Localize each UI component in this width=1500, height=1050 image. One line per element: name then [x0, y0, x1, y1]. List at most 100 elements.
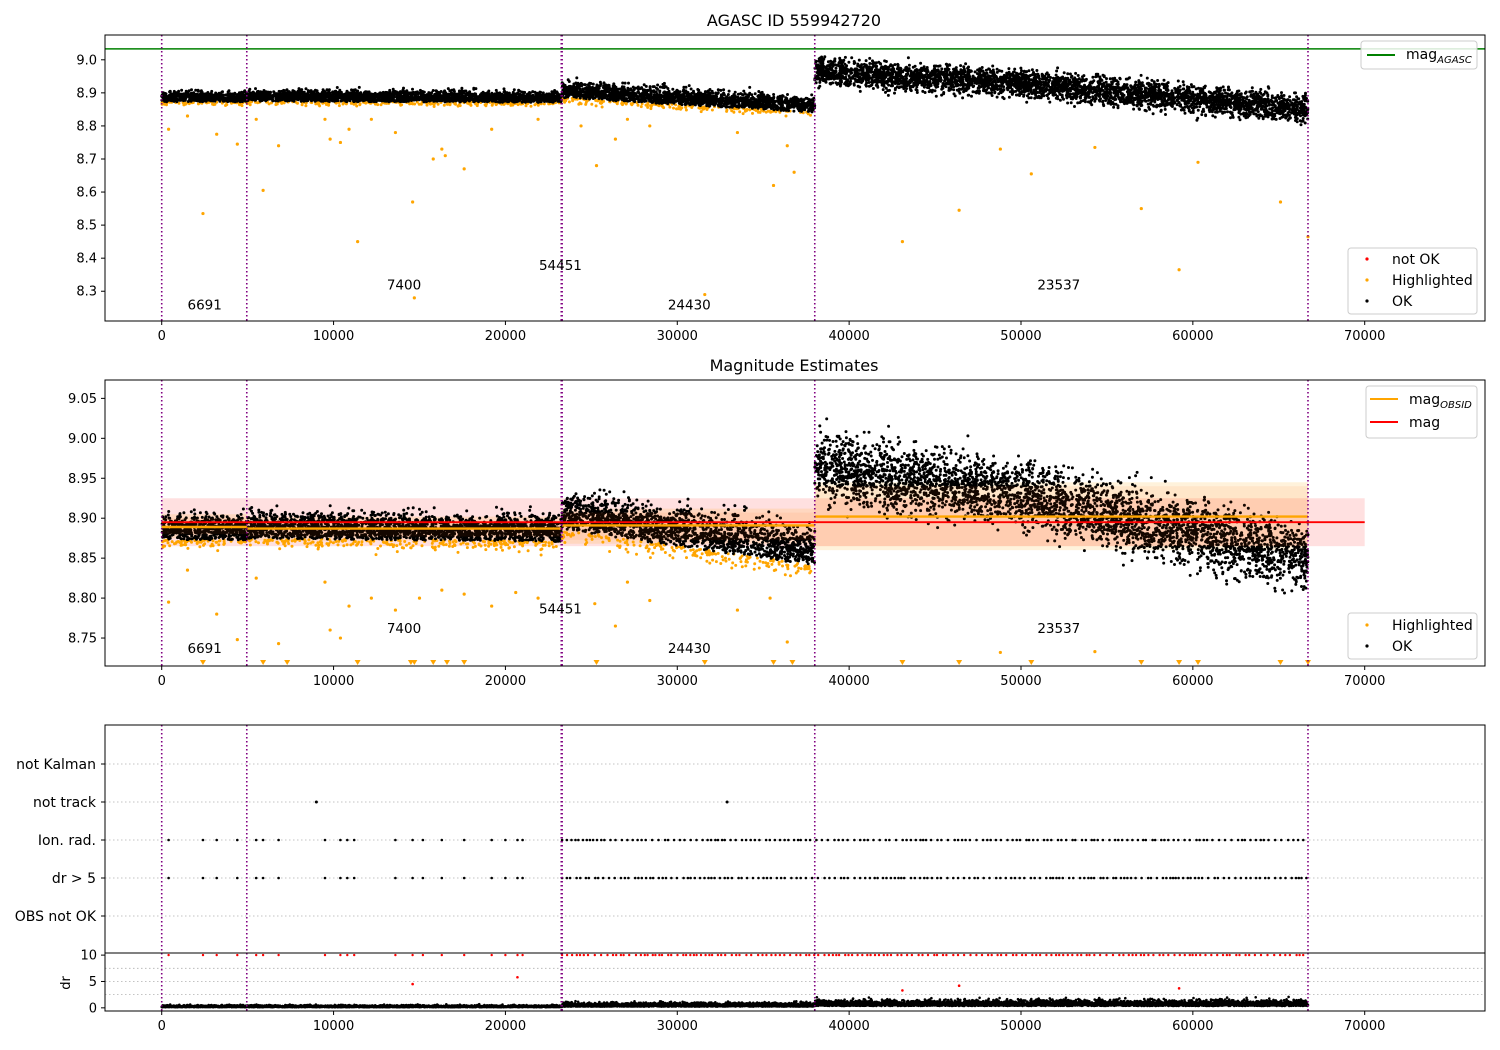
highlighted-outlier-point: [235, 638, 239, 642]
observation-count-label: 54451: [539, 258, 582, 274]
highlighted-outlier-point: [323, 117, 327, 121]
y-tick-label: 8.8: [76, 119, 97, 134]
highlighted-outlier-point: [356, 240, 360, 244]
highlighted-outlier-point: [338, 140, 343, 145]
highlighted-outlier-point: [254, 117, 258, 121]
y-tick-label: 8.9: [76, 86, 97, 101]
y-tick-label: 0: [89, 1001, 97, 1016]
highlighted-outlier-point: [185, 568, 190, 572]
x-tick-label: 30000: [657, 1019, 698, 1034]
highlighted-outlier-point: [411, 200, 415, 204]
category-label: Ion. rad.: [38, 833, 96, 849]
observation-count-label: 54451: [539, 601, 582, 617]
y-tick-label: 8.95: [68, 472, 97, 487]
y-tick-label: 9.0: [76, 53, 97, 68]
highlighted-outlier-point: [490, 127, 494, 131]
x-tick-label: 20000: [485, 329, 526, 344]
panel2-axes: 0 10000 20000 30000 40000 50000 60000 70000 8.75…: [68, 392, 1385, 689]
y-tick-label: 8.85: [68, 552, 97, 567]
x-tick-label: 0: [158, 674, 166, 689]
panel1-axes: 0 10000 20000 30000 40000 50000 60000 70000 8.3 8…: [76, 53, 1385, 344]
legend-ok-label: OK: [1392, 294, 1413, 310]
x-tick-label: 40000: [828, 329, 869, 344]
y-tick-label: 8.7: [76, 152, 97, 167]
legend-mag-label: mag: [1409, 415, 1440, 431]
highlighted-outlier-point: [201, 211, 205, 216]
x-tick-label: 60000: [1172, 1019, 1213, 1034]
highlighted-outlier-point: [215, 132, 219, 136]
x-tick-label: 0: [158, 329, 166, 344]
panel4-frame: [104, 952, 1486, 1012]
panel2-frame: [104, 379, 1486, 667]
dr-outlier-point: [411, 982, 414, 986]
highlighted-outlier-point: [338, 636, 343, 640]
x-tick-label: 20000: [485, 1019, 526, 1034]
legend-not-ok-label: not OK: [1392, 252, 1440, 268]
highlighted-outlier-point: [1093, 650, 1097, 654]
highlighted-outlier-point: [276, 144, 281, 148]
clipped-outlier-marker: [443, 660, 450, 665]
legend-highlighted-marker: [1365, 623, 1369, 627]
highlighted-outlier-point: [276, 642, 281, 646]
y-tick-label: 8.75: [68, 632, 97, 647]
highlighted-outlier-point: [792, 170, 796, 174]
highlighted-outlier-point: [1139, 206, 1143, 211]
dr-outlier-point: [1177, 987, 1181, 990]
highlighted-outlier-point: [998, 147, 1002, 151]
highlighted-outlier-point: [735, 130, 740, 135]
x-tick-label: 50000: [1000, 1019, 1041, 1034]
x-tick-label: 30000: [657, 674, 698, 689]
clipped-outlier-marker: [1304, 660, 1311, 665]
observation-count-label: 6691: [187, 641, 221, 657]
x-tick-label: 70000: [1344, 329, 1385, 344]
x-tick-label: 40000: [828, 674, 869, 689]
legend-ok-marker: [1365, 644, 1369, 648]
y-tick-label: 8.6: [76, 186, 97, 201]
highlighted-outlier-point: [735, 608, 740, 612]
clipped-outlier-marker: [701, 660, 708, 665]
highlighted-outlier-point: [412, 296, 416, 300]
panel4-plot-area: [105, 953, 1485, 1011]
highlighted-outlier-point: [393, 130, 398, 135]
category-label: dr > 5: [52, 871, 96, 887]
highlighted-outlier-point: [347, 604, 351, 608]
x-tick-label: 70000: [1344, 674, 1385, 689]
highlighted-outlier-point: [1196, 160, 1200, 164]
clipped-outlier-marker: [770, 660, 777, 665]
category-label: not track: [33, 795, 97, 811]
panel1-frame: [104, 34, 1486, 322]
highlighted-outlier-point: [462, 592, 466, 596]
highlighted-outlier-point: [440, 588, 444, 592]
observation-count-label: 7400: [387, 621, 421, 637]
clipped-outlier-marker: [354, 660, 361, 665]
observation-count-label: 7400: [387, 278, 421, 294]
clipped-outlier-marker: [1277, 660, 1284, 665]
y-tick-label: 10: [80, 949, 97, 964]
y-tick-label: 8.80: [68, 592, 97, 607]
highlighted-outlier-point: [536, 596, 540, 600]
panel3-plot-area: [105, 725, 1485, 953]
highlighted-outlier-point: [771, 183, 776, 188]
highlighted-outlier-point: [957, 208, 961, 212]
category-label: OBS not OK: [15, 909, 97, 925]
x-tick-label: 60000: [1172, 674, 1213, 689]
x-tick-label: 10000: [313, 674, 354, 689]
panel2-legend-lines: magOBSID mag: [1365, 385, 1478, 439]
legend-highlighted-label: Highlighted: [1392, 273, 1473, 289]
highlighted-outlier-point: [625, 117, 630, 121]
y-tick-label: 8.5: [76, 219, 97, 234]
observation-count-label: 24430: [668, 297, 711, 313]
highlighted-outlier-point: [417, 596, 422, 600]
legend-ok-marker: [1365, 299, 1369, 303]
highlighted-outlier-point: [166, 127, 171, 131]
legend-highlighted-marker: [1365, 278, 1369, 282]
legend-mag-obsid-label: magOBSID: [1409, 392, 1472, 411]
clipped-outlier-marker: [260, 660, 267, 665]
x-tick-label: 60000: [1172, 329, 1213, 344]
highlighted-outlier-point: [998, 650, 1002, 655]
highlighted-outlier-point: [431, 157, 435, 161]
highlighted-outlier-point: [613, 137, 618, 141]
highlighted-outlier-point: [1278, 200, 1283, 204]
y-tick-label: 8.4: [76, 252, 97, 267]
highlighted-outlier-point: [593, 602, 597, 606]
